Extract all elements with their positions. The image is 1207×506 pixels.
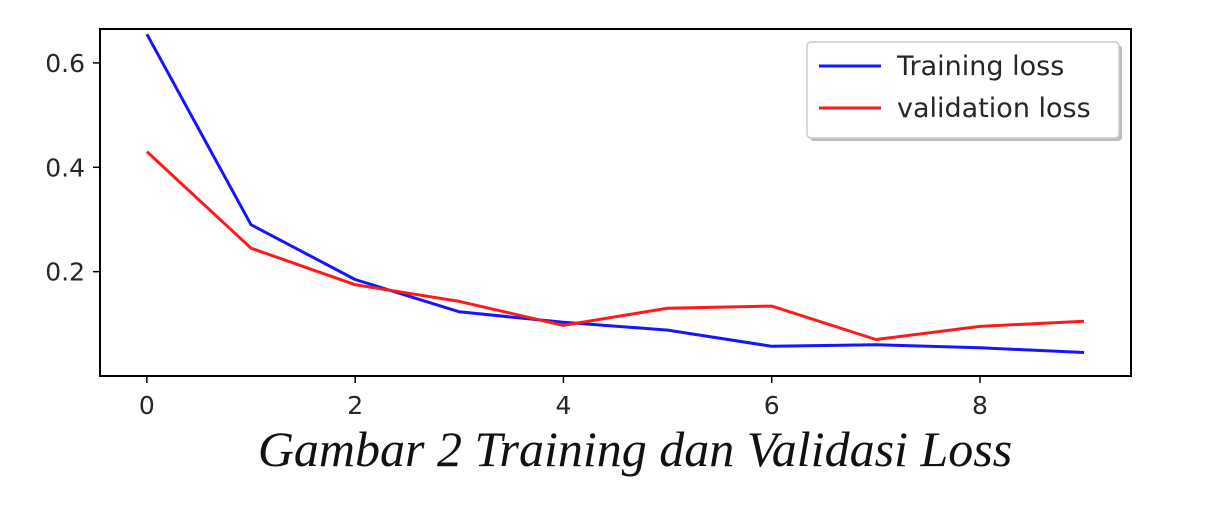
series-line-training-loss [145,33,1085,354]
legend: Training loss validation loss [806,41,1122,141]
axes: 0 2 4 6 8 0.2 0.4 0.6 [45,28,1132,420]
series-lines [145,33,1085,354]
figure-caption: Gambar 2 Training dan Validasi Loss [257,421,1013,477]
x-tick-label: 8 [972,391,988,420]
legend-label: validation loss [897,93,1091,124]
x-tick-label: 0 [139,391,155,420]
legend-label: Training loss [896,51,1064,82]
plot-frame [99,28,1132,377]
x-tick-label: 2 [347,391,363,420]
y-tick-label: 0.2 [45,258,85,287]
legend-box [806,41,1120,139]
x-tick-label: 6 [764,391,780,420]
x-tick-label: 4 [555,391,571,420]
y-tick-label: 0.6 [45,49,85,78]
y-tick-label: 0.4 [45,153,85,182]
loss-chart: 0 2 4 6 8 0.2 0.4 0.6 Training loss validation l… [45,28,1132,420]
series-line-validation-loss [145,150,1085,341]
